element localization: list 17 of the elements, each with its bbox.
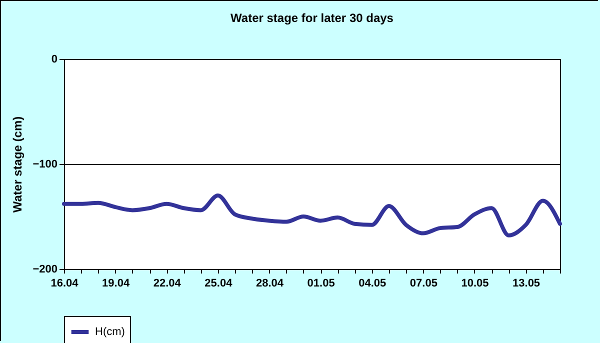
x-tick-label: 13.05 xyxy=(512,278,540,290)
y-tick-label: −100 xyxy=(32,158,58,170)
x-tick-label: 19.04 xyxy=(102,278,130,290)
x-tick-label: 04.05 xyxy=(358,278,386,290)
y-axis-title: Water stage (cm) xyxy=(10,116,25,213)
x-tick-label: 25.04 xyxy=(204,278,234,290)
x-tick-label: 07.05 xyxy=(410,278,438,290)
x-tick-label: 28.04 xyxy=(256,278,284,290)
x-tick-label: 16.04 xyxy=(50,278,80,290)
x-tick-label: 10.05 xyxy=(461,278,489,290)
x-tick-label: 22.04 xyxy=(153,278,182,290)
line-series xyxy=(62,194,562,238)
y-tick-label: 0 xyxy=(51,54,58,66)
y-tick-label: −200 xyxy=(32,264,58,276)
legend-label: H(cm) xyxy=(95,326,125,338)
x-tick-label: 01.05 xyxy=(307,278,335,290)
chart-title: Water stage for later 30 days xyxy=(230,11,394,25)
